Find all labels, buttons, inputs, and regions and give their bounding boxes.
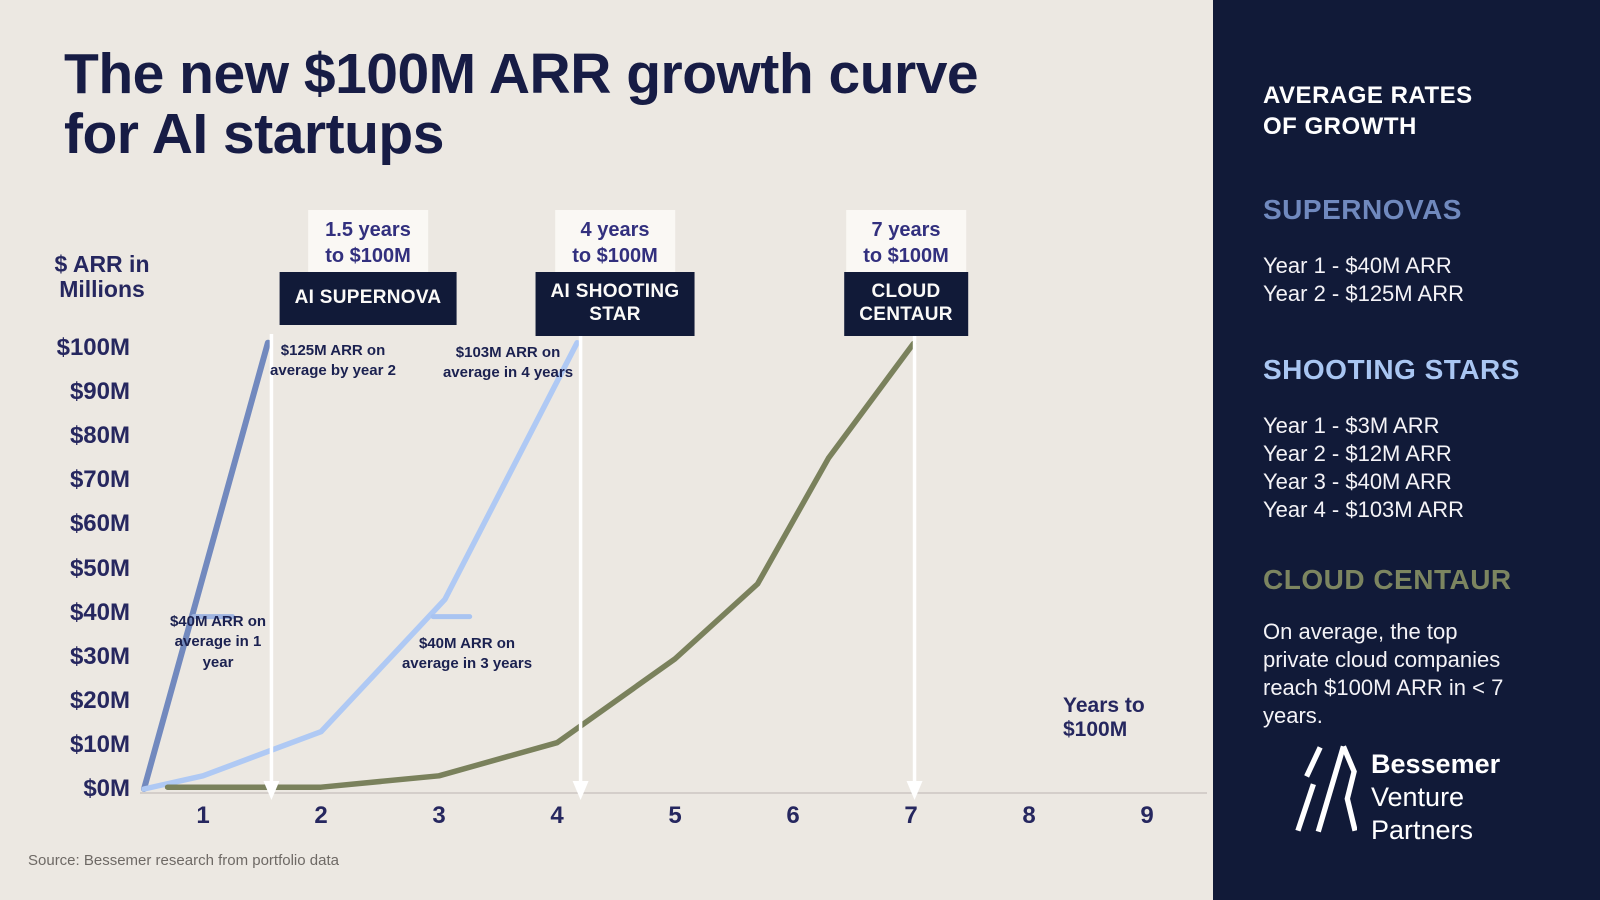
y-tick-label: $70M: [69, 466, 130, 494]
duration-label-box: 7 years to $100M: [846, 210, 966, 277]
y-axis-title: $ ARR in Millions: [54, 251, 150, 303]
x-tick-label: 4: [550, 802, 564, 829]
series-name-box: AI SHOOTING STAR: [535, 272, 695, 336]
x-tick-label: 5: [668, 802, 682, 829]
x-tick-label: 8: [1022, 802, 1036, 829]
duration-label-box: 4 years to $100M: [555, 210, 675, 277]
cloud-centaur-arrow-head-icon: [906, 781, 923, 800]
y-tick-label: $90M: [69, 378, 130, 406]
shooting-star-arrow-head-icon: [572, 781, 589, 800]
x-tick-label: 9: [1140, 802, 1154, 829]
sidebar-section-list: Year 1 - $40M ARR Year 2 - $125M ARR: [1263, 252, 1564, 308]
sidebar-list-item: Year 2 - $125M ARR: [1263, 281, 1464, 307]
sidebar-section-heading: CLOUD CENTAUR: [1263, 564, 1512, 595]
logo-line-2: Venture: [1371, 781, 1465, 812]
bessemer-logo-text: Bessemer Venture Partners: [1371, 748, 1500, 847]
shooting-star-curve: [141, 339, 580, 792]
logo-line-3: Partners: [1371, 814, 1474, 845]
series-name-box: CLOUD CENTAUR: [844, 272, 968, 336]
source-note: Source: Bessemer research from portfolio…: [28, 852, 339, 869]
sidebar-list-item: Year 1 - $40M ARR: [1263, 253, 1452, 279]
sidebar-section-heading: SUPERNOVAS: [1263, 194, 1462, 226]
y-tick-label: $80M: [69, 422, 130, 450]
x-tick-label: 3: [432, 802, 446, 829]
growth-curves-plot: [140, 334, 1207, 800]
x-tick-label: 1: [196, 802, 210, 829]
x-tick-label: 6: [786, 802, 800, 829]
y-tick-label: $50M: [69, 554, 130, 582]
y-tick-label: $20M: [69, 686, 130, 714]
sidebar-title: AVERAGE RATES OF GROWTH: [1263, 82, 1473, 141]
x-tick-label: 2: [314, 802, 328, 829]
sidebar-section-heading: SHOOTING STARS: [1263, 354, 1520, 386]
sidebar: AVERAGE RATES OF GROWTH SUPERNOVAS Year 1…: [1213, 0, 1600, 900]
sidebar-section-paragraph: On average, the top private cloud compan…: [1263, 619, 1504, 728]
sidebar-list-item: Year 4 - $103M ARR: [1263, 497, 1464, 523]
chart-panel: The new $100M ARR growth curve for AI st…: [28, 42, 1207, 869]
bessemer-logo-mark: [1295, 745, 1357, 833]
y-tick-label: $10M: [69, 730, 130, 758]
sidebar-sections: SUPERNOVAS Year 1 - $40M ARR Year 2 - $125…: [1263, 194, 1564, 729]
curve-annotation: $103M ARR on average in 4 years: [442, 344, 574, 382]
y-tick-label: $100M: [56, 334, 130, 361]
curve-annotation: $40M ARR on average in 3 years: [401, 635, 533, 673]
series-name-box: AI SUPERNOVA: [279, 272, 457, 325]
y-tick-label: $40M: [69, 598, 130, 626]
sidebar-list-item: Year 3 - $40M ARR: [1263, 469, 1452, 495]
x-axis-title: Years to $100M: [1063, 694, 1145, 742]
y-tick-label: $60M: [69, 510, 130, 538]
curve-annotation: $125M ARR on average by year 2: [270, 342, 396, 380]
y-tick-label: $30M: [69, 642, 130, 670]
supernova-curve: [141, 339, 271, 792]
duration-label-box: 1.5 years to $100M: [308, 210, 428, 277]
cloud-centaur-curve: [164, 340, 917, 790]
sidebar-list-item: Year 1 - $3M ARR: [1263, 413, 1440, 439]
y-tick-label: $0M: [83, 775, 130, 802]
sidebar-section-list: Year 1 - $3M ARR Year 2 - $12M ARR Year 3 …: [1263, 412, 1564, 524]
bessemer-logo: Bessemer Venture Partners: [1295, 742, 1500, 847]
logo-line-1: Bessemer: [1371, 749, 1501, 779]
supernova-arrow-head-icon: [263, 781, 280, 800]
sidebar-list-item: Year 2 - $12M ARR: [1263, 441, 1452, 467]
x-tick-label: 7: [904, 802, 918, 829]
curve-annotation: $40M ARR on average in 1 year: [169, 613, 267, 671]
page-title: The new $100M ARR growth curve for AI st…: [64, 42, 979, 167]
